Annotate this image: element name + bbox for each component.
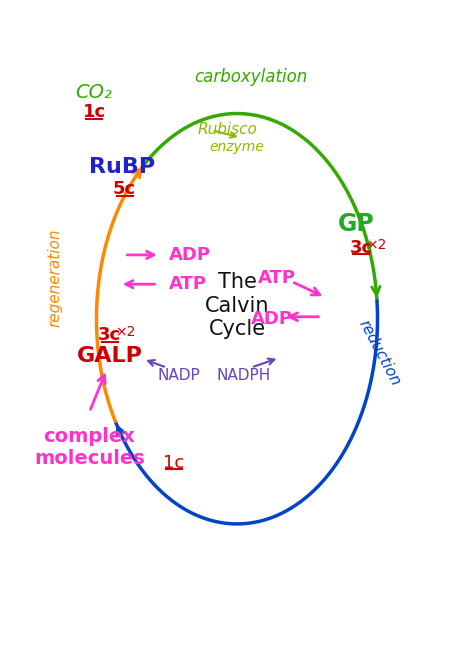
Text: GP: GP bbox=[338, 212, 375, 237]
Text: reduction: reduction bbox=[356, 318, 403, 389]
Text: enzyme: enzyme bbox=[210, 141, 264, 154]
Text: ×2: ×2 bbox=[115, 325, 136, 340]
Text: 3c: 3c bbox=[98, 326, 121, 344]
Text: carboxylation: carboxylation bbox=[194, 68, 308, 86]
Text: ADP: ADP bbox=[169, 246, 211, 264]
Text: RuBP: RuBP bbox=[89, 157, 155, 177]
Text: 5c: 5c bbox=[113, 180, 136, 198]
Text: Rubisco: Rubisco bbox=[198, 122, 257, 137]
Text: ×2: ×2 bbox=[366, 238, 387, 252]
Text: ATP: ATP bbox=[169, 275, 207, 293]
Text: 1c: 1c bbox=[82, 103, 106, 122]
Text: regeneration: regeneration bbox=[48, 229, 63, 327]
Text: 3c: 3c bbox=[350, 238, 373, 257]
Text: NADPH: NADPH bbox=[217, 368, 271, 383]
Text: 1c: 1c bbox=[163, 454, 184, 472]
Text: GALP: GALP bbox=[77, 346, 143, 366]
Text: CO₂: CO₂ bbox=[76, 83, 112, 102]
Text: ATP: ATP bbox=[258, 269, 296, 286]
Text: The
Calvin
Cycle: The Calvin Cycle bbox=[205, 273, 269, 339]
Text: NADP: NADP bbox=[157, 368, 200, 383]
Text: complex
molecules: complex molecules bbox=[34, 426, 145, 468]
Text: ADP: ADP bbox=[251, 309, 293, 328]
